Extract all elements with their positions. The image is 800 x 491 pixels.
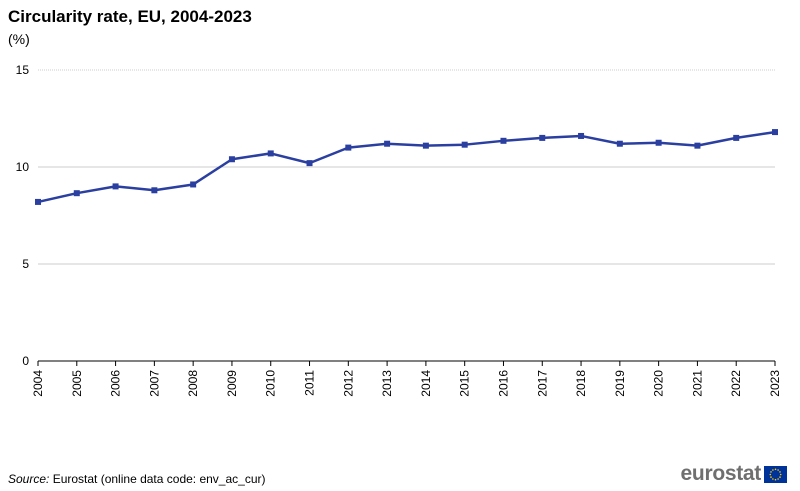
flag-star bbox=[770, 475, 772, 478]
y-axis-ticks: 0 5 10 15 bbox=[16, 63, 30, 368]
x-tick-label: 2008 bbox=[186, 370, 200, 397]
x-tick-label: 2009 bbox=[225, 370, 239, 397]
series-layer bbox=[35, 129, 778, 205]
x-tick-label: 2015 bbox=[458, 370, 472, 397]
flag-field bbox=[764, 465, 787, 483]
data-point bbox=[422, 142, 429, 149]
data-point bbox=[616, 140, 623, 147]
data-point bbox=[267, 150, 274, 157]
flag-star bbox=[770, 470, 772, 473]
source-note: Source: Eurostat (online data code: env_… bbox=[8, 472, 266, 486]
flag-star bbox=[774, 478, 777, 480]
chart-title: Circularity rate, EU, 2004-2023 bbox=[8, 7, 252, 26]
flag-star bbox=[779, 470, 781, 473]
data-point bbox=[694, 142, 701, 149]
data-point bbox=[461, 141, 468, 148]
x-tick-label: 2010 bbox=[264, 370, 278, 397]
flag-star bbox=[772, 468, 774, 471]
data-point bbox=[35, 198, 41, 205]
x-tick-label: 2011 bbox=[303, 370, 317, 396]
x-tick-label: 2005 bbox=[70, 370, 84, 397]
x-tick-label: 2006 bbox=[109, 370, 123, 397]
x-tick-label: 2007 bbox=[147, 370, 161, 397]
x-tick-label: 2004 bbox=[31, 370, 45, 397]
data-point bbox=[345, 144, 352, 151]
eurostat-logo: eurostat bbox=[680, 462, 787, 485]
flag-star bbox=[772, 477, 774, 480]
eu-flag-icon bbox=[764, 465, 787, 483]
flag-star bbox=[769, 473, 772, 475]
x-tick-label: 2014 bbox=[419, 370, 433, 397]
flag-star bbox=[779, 475, 781, 478]
data-point bbox=[384, 140, 391, 147]
data-point bbox=[578, 132, 585, 139]
x-tick-label: 2012 bbox=[341, 370, 355, 397]
y-tick-label: 10 bbox=[16, 160, 30, 174]
flag-star bbox=[777, 468, 779, 471]
x-tick-label: 2017 bbox=[535, 370, 549, 397]
series-line bbox=[37, 130, 776, 204]
flag-star bbox=[777, 477, 779, 480]
y-tick-label: 0 bbox=[22, 354, 29, 368]
data-point bbox=[772, 129, 778, 136]
y-tick-label: 5 bbox=[22, 257, 29, 271]
flag-star bbox=[774, 468, 777, 470]
x-tick-label: 2019 bbox=[613, 370, 627, 397]
source-label: Source: bbox=[8, 472, 50, 486]
x-tick-label: 2023 bbox=[768, 370, 782, 397]
logo-text: eurostat bbox=[680, 462, 762, 485]
x-tick-label: 2018 bbox=[574, 370, 588, 397]
flag-star bbox=[779, 473, 782, 475]
data-point bbox=[151, 187, 158, 194]
data-point bbox=[306, 160, 313, 167]
x-tick-label: 2013 bbox=[380, 370, 394, 397]
data-point bbox=[539, 134, 546, 141]
data-point bbox=[228, 156, 235, 163]
x-axis: 2004 2005 2006 2007 2008 2009 2010 2011 2012 2013… bbox=[31, 360, 782, 397]
data-point bbox=[733, 134, 740, 141]
data-point bbox=[655, 139, 662, 146]
chart-unit: (%) bbox=[8, 31, 30, 47]
data-point bbox=[73, 190, 80, 197]
x-tick-label: 2016 bbox=[496, 370, 510, 397]
source-text: Eurostat (online data code: env_ac_cur) bbox=[49, 472, 266, 486]
x-tick-label: 2020 bbox=[652, 370, 666, 397]
x-tick-label: 2021 bbox=[690, 370, 704, 397]
data-point bbox=[190, 181, 197, 188]
x-tick-label: 2022 bbox=[729, 370, 743, 397]
data-point bbox=[112, 183, 119, 190]
gridlines bbox=[38, 69, 775, 265]
y-tick-label: 15 bbox=[16, 63, 30, 77]
data-point bbox=[500, 137, 507, 144]
